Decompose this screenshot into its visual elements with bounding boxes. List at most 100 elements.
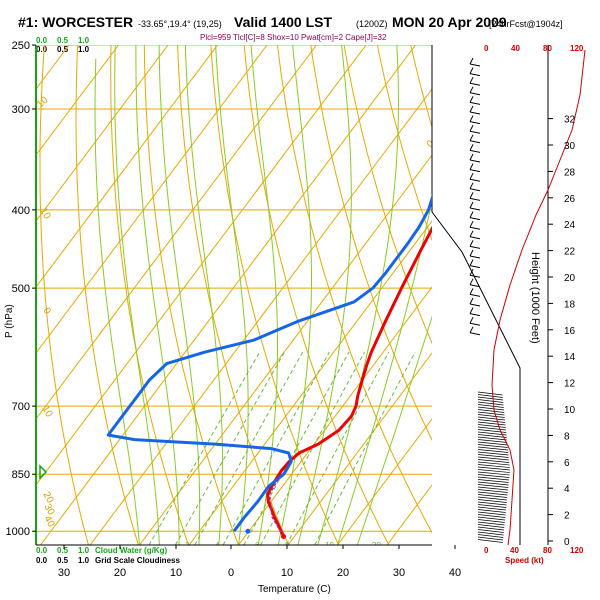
p-tick-label: 500 xyxy=(12,283,30,295)
height-axis-label: Height (1000 Feet) xyxy=(529,252,541,344)
isotherm--30 xyxy=(40,45,416,545)
cloudiness-top-0: 0.0 xyxy=(36,45,48,54)
isotherm-30 xyxy=(337,418,432,545)
wind-barb-flag xyxy=(469,240,474,247)
wind-barb-low xyxy=(477,479,509,483)
cloud-water-top-0: 0.0 xyxy=(36,36,48,45)
wind-barb xyxy=(469,265,481,269)
wind-barb-low xyxy=(477,469,510,473)
wind-barb-low xyxy=(477,434,507,438)
height-tick-label: 22 xyxy=(564,247,576,258)
mixing-ratio-label: 2 xyxy=(185,541,190,550)
wind-barb xyxy=(469,101,481,105)
wind-barb-low xyxy=(477,526,505,531)
dry-adiabat-260 xyxy=(75,45,139,545)
height-tick-label: 16 xyxy=(564,326,576,337)
wind-barb xyxy=(469,197,481,201)
wind-barb-low xyxy=(477,524,505,528)
wind-barb-low xyxy=(477,449,509,453)
wind-barb-flag xyxy=(469,192,474,199)
wind-barb xyxy=(469,169,481,173)
dry-adiabat-370 xyxy=(444,45,600,545)
dry-adiabat-310 xyxy=(243,45,390,545)
wind-barb-flag xyxy=(469,316,474,324)
isotherm--20 xyxy=(89,88,432,545)
wind-barb-low xyxy=(477,461,510,466)
mixing-ratio-3 xyxy=(174,351,285,545)
height-tick-label: 4 xyxy=(564,484,570,495)
wind-barb-low xyxy=(477,391,503,396)
wind-barb-low xyxy=(477,511,506,516)
dry-adiabat-label: 0 xyxy=(40,306,53,317)
isotherm-label: 10 xyxy=(35,94,51,110)
dry-adiabat-300 xyxy=(210,45,340,545)
wind-barb-low xyxy=(477,516,506,521)
station-coords: -33.65°,19.4° (19,25) xyxy=(138,19,222,29)
wind-barb xyxy=(469,121,481,125)
mixing-ratio-2 xyxy=(148,351,261,545)
grid-clip-group: 1001020301001020304024681020 xyxy=(35,45,600,550)
wind-barb-low xyxy=(477,406,505,411)
valid-date: MON 20 Apr 2009 xyxy=(392,14,507,30)
wind-barb-low xyxy=(477,489,508,493)
wind-barb xyxy=(469,313,481,317)
wind-barb xyxy=(469,92,481,96)
cloudiness-bottom-1: 0.5 xyxy=(57,556,69,565)
wind-barb-low xyxy=(477,514,506,518)
wind-barb xyxy=(469,217,481,221)
wind-barb-low xyxy=(477,501,507,506)
wind-barb-low xyxy=(477,396,504,401)
wind-barb-low xyxy=(477,394,503,398)
x-tick-label: 30 xyxy=(393,567,405,579)
dry-adiabat-330 xyxy=(310,45,432,441)
isotherm-20 xyxy=(287,352,432,545)
wind-barb-low xyxy=(477,441,508,446)
wind-speed-label: Speed (kt) xyxy=(505,556,544,565)
mixing-ratio-4 xyxy=(194,351,304,545)
wind-barb-low xyxy=(477,404,504,408)
wind-barb-low xyxy=(477,454,509,458)
p-tick-label: 250 xyxy=(12,40,30,52)
cloud-water-top-2: 1.0 xyxy=(78,36,90,45)
moist-adiabat-14 xyxy=(250,45,278,545)
wind-barb-flag xyxy=(469,67,474,74)
wind-top-0: 0 xyxy=(484,44,489,53)
cloud-water-bottom-0: 0.0 xyxy=(36,546,48,555)
p-tick-label: 300 xyxy=(12,104,30,116)
wind-barb-flag xyxy=(469,201,474,209)
wind-barb-low xyxy=(477,494,508,498)
wind-barb-low xyxy=(477,409,505,413)
series-clip-group xyxy=(106,193,432,538)
wind-barb xyxy=(469,188,481,192)
wind-barb xyxy=(469,226,481,230)
wind-barb xyxy=(469,207,481,211)
wind-barb-low xyxy=(477,484,509,488)
wind-barb xyxy=(469,149,481,153)
isotherm--100 xyxy=(36,45,70,90)
wind-barb-flag xyxy=(469,134,474,142)
wind-barb xyxy=(469,73,481,77)
station-title: #1: WORCESTER xyxy=(18,14,133,30)
moist-adiabat--10 xyxy=(94,58,140,545)
moist-adiabat--2 xyxy=(135,45,180,545)
wind-barb-low xyxy=(477,476,510,481)
valid-time: Valid 1400 LST xyxy=(234,14,332,30)
wind-barb-low xyxy=(477,446,509,451)
wind-barb-low xyxy=(477,399,504,403)
wind-barb-flag xyxy=(469,307,474,314)
wind-barb-flag xyxy=(469,163,474,170)
wind-bottom-0: 0 xyxy=(484,546,489,555)
wind-barb xyxy=(469,293,481,297)
height-tick-label: 12 xyxy=(564,379,576,390)
wind-barb-flag xyxy=(469,96,474,103)
isotherm-60 xyxy=(486,45,600,545)
mixing-ratio-label: 10 xyxy=(325,541,334,550)
dry-adiabat-label: 10 xyxy=(39,404,54,420)
x-tick-label: 40 xyxy=(449,567,461,579)
wind-barb-low xyxy=(477,471,510,476)
wind-barb-flag xyxy=(469,86,474,94)
wind-barb-flag xyxy=(469,115,474,122)
mixing-ratio-label: 20 xyxy=(372,541,381,550)
wind-barb-flag xyxy=(469,249,474,257)
wind-barb-flag xyxy=(469,268,474,276)
